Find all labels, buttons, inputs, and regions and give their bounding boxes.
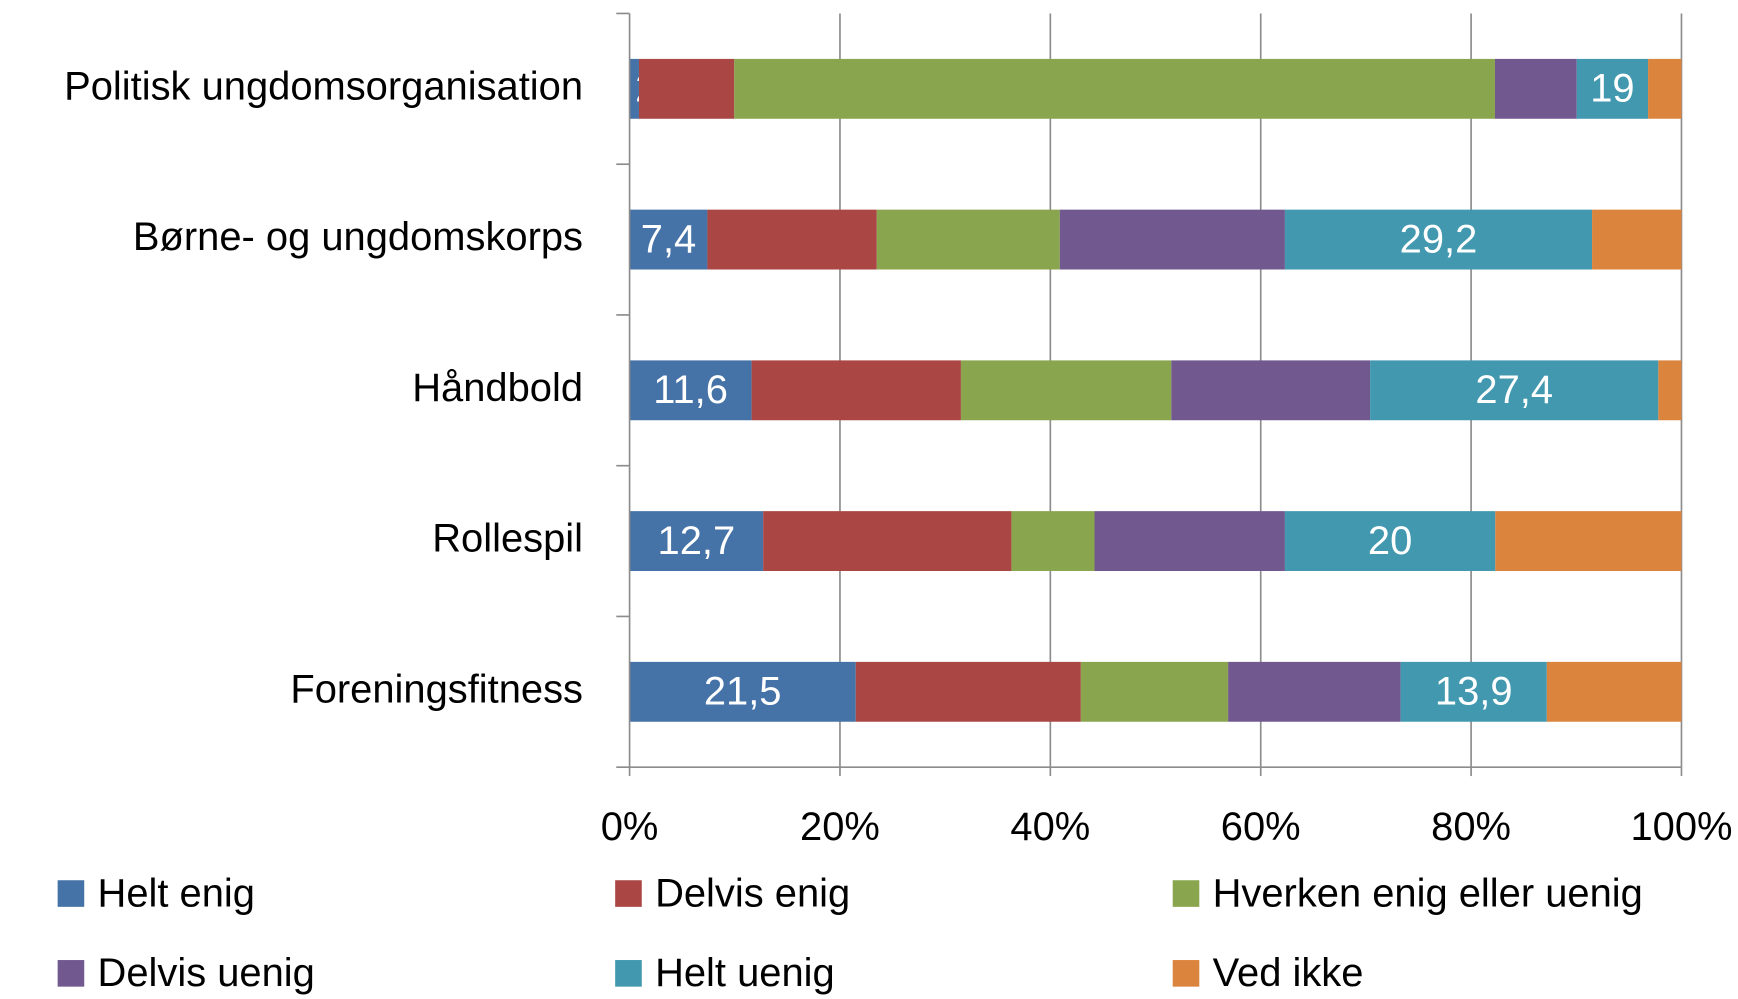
bar-segment <box>629 58 639 119</box>
data-label: 29,2 <box>1400 217 1478 261</box>
legend-label: Delvis enig <box>655 871 850 915</box>
bar-segment <box>1080 661 1229 722</box>
bar-segment <box>960 360 1172 421</box>
bar-segment <box>1171 360 1371 421</box>
x-tick-label: 60% <box>1221 805 1301 849</box>
bar-segment <box>855 661 1081 722</box>
data-label: 27,4 <box>1475 368 1553 412</box>
bar-segment <box>1495 511 1682 571</box>
y-tick-label: Politisk ungdomsorganisation <box>64 64 583 108</box>
data-label: 19 <box>1590 67 1634 111</box>
data-label: 21,5 <box>704 670 782 714</box>
data-label: 12,7 <box>658 519 736 563</box>
bar-segment <box>751 360 961 421</box>
bar-segment <box>1228 661 1401 722</box>
bar-segment <box>1648 58 1682 119</box>
legend-label: Delvis uenig <box>98 951 315 995</box>
legend-label: Helt uenig <box>655 951 835 995</box>
bar-segment <box>638 58 735 119</box>
y-tick-label: Rollespil <box>432 517 583 561</box>
legend-swatch <box>57 960 85 987</box>
x-tick-label: 80% <box>1431 805 1511 849</box>
x-tick-label: 100% <box>1630 805 1732 849</box>
bar-segment <box>1546 661 1682 722</box>
y-tick-label: Børne- og ungdomskorps <box>133 215 583 259</box>
bar-segment <box>1284 209 1593 270</box>
bar-segment <box>1094 511 1285 571</box>
x-tick-label: 0% <box>601 805 659 849</box>
y-tick-label: Håndbold <box>412 366 583 410</box>
bar-segment <box>1284 511 1496 571</box>
bar-segment <box>876 209 1060 270</box>
legend-swatch <box>615 960 642 987</box>
bar-segment <box>1059 209 1285 270</box>
legend-swatch <box>1172 880 1200 907</box>
x-tick-label: 40% <box>1010 805 1090 849</box>
legend-swatch <box>615 880 642 907</box>
data-label: 20 <box>1368 519 1412 563</box>
bar-segment <box>629 511 764 571</box>
legend-label: Hverken enig eller uenig <box>1213 871 1643 915</box>
legend-swatch <box>1172 960 1200 987</box>
bar-segment <box>629 209 708 270</box>
legend-label: Helt enig <box>98 871 255 915</box>
bar-segment <box>1576 58 1649 119</box>
bar-segment <box>1494 58 1577 119</box>
bar-segment <box>1658 360 1682 421</box>
bar-segment <box>734 58 1495 119</box>
bar-segment <box>707 209 877 270</box>
bar-segment <box>1592 209 1682 270</box>
bar-segment <box>763 511 1012 571</box>
y-tick-label: Foreningsfitness <box>290 667 583 711</box>
x-tick-label: 20% <box>800 805 880 849</box>
bar-segment <box>629 661 856 722</box>
bar-segment <box>1011 511 1095 571</box>
data-label: 11,6 <box>653 368 728 412</box>
bar-segment <box>1400 661 1547 722</box>
legend-swatch <box>57 880 85 907</box>
data-label: 7,4 <box>641 217 696 261</box>
bar-segment <box>1370 360 1659 421</box>
legend-label: Ved ikke <box>1213 951 1364 995</box>
bar-segment <box>629 360 752 421</box>
data-label: 13,9 <box>1435 670 1513 714</box>
